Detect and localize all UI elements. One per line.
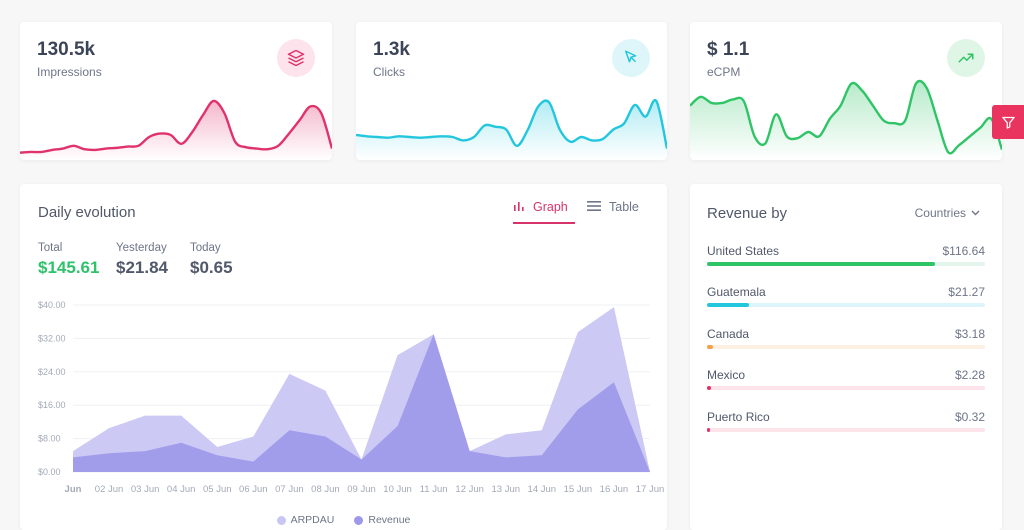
x-tick-label: 17 Jun bbox=[636, 484, 665, 495]
countries-dropdown[interactable]: Countries bbox=[915, 206, 980, 220]
progress-track bbox=[707, 428, 985, 432]
impressions-value: 130.5k bbox=[37, 39, 96, 60]
x-tick-label: 09 Jun bbox=[347, 484, 376, 495]
country-name: Mexico bbox=[707, 368, 746, 382]
ecpm-value: $ 1.1 bbox=[707, 39, 750, 60]
x-tick-label: 08 Jun bbox=[311, 484, 340, 495]
filter-button[interactable] bbox=[992, 105, 1024, 139]
series-area-revenue bbox=[73, 334, 650, 472]
revenue-by-title: Revenue by bbox=[707, 205, 788, 222]
progress-track bbox=[707, 262, 985, 266]
x-tick-label: 12 Jun bbox=[455, 484, 484, 495]
revenue-by-card: Revenue by Countries United States $116.… bbox=[690, 184, 1002, 530]
y-tick-label: $40.00 bbox=[38, 300, 66, 310]
tab-graph[interactable]: Graph bbox=[513, 200, 575, 224]
legend-dot-arpdau bbox=[276, 515, 286, 525]
country-amount: $0.32 bbox=[954, 410, 985, 424]
y-tick-label: $16.00 bbox=[38, 400, 66, 410]
impressions-sparkline bbox=[20, 99, 332, 160]
progress-fill bbox=[707, 345, 713, 349]
total-label: Total bbox=[38, 242, 63, 254]
sparkline-area bbox=[20, 100, 332, 160]
filter-icon bbox=[1001, 116, 1015, 129]
yesterday-value: $21.84 bbox=[116, 258, 168, 277]
ecpm-card: $ 1.1 eCPM bbox=[690, 22, 1002, 160]
x-tick-label: 03 Jun bbox=[131, 484, 160, 495]
clicks-sparkline bbox=[356, 98, 667, 160]
progress-fill bbox=[707, 303, 749, 307]
country-name: United States bbox=[707, 244, 780, 258]
country-amount: $3.18 bbox=[954, 327, 985, 341]
trend-up-icon bbox=[947, 39, 985, 77]
x-tick-label: 16 Jun bbox=[600, 484, 629, 495]
total-value: $145.61 bbox=[38, 258, 100, 277]
progress-fill bbox=[707, 262, 935, 266]
chart-legend: ARPDAU Revenue bbox=[20, 514, 667, 526]
progress-fill bbox=[707, 386, 712, 390]
legend-label-arpdau: ARPDAU bbox=[290, 514, 335, 526]
clicks-label: Clicks bbox=[373, 65, 405, 79]
country-amount: $21.27 bbox=[948, 285, 985, 299]
legend-item-arpdau[interactable]: ARPDAU bbox=[276, 514, 335, 526]
y-tick-label: $0.00 bbox=[38, 467, 61, 477]
legend-item-revenue[interactable]: Revenue bbox=[354, 514, 410, 526]
today-value: $0.65 bbox=[190, 258, 233, 277]
sparkline-line bbox=[356, 98, 667, 149]
x-tick-label: 15 Jun bbox=[564, 484, 593, 495]
progress-track bbox=[707, 345, 985, 349]
y-tick-label: $24.00 bbox=[38, 367, 66, 377]
chevron-down-icon bbox=[971, 210, 980, 216]
daily-evolution-chart: $0.00 $8.00 $16.00 $24.00 $32.00 $40.00 Jun 02 … bbox=[38, 300, 665, 495]
cursor-icon bbox=[612, 39, 650, 77]
x-tick-label: 05 Jun bbox=[203, 484, 232, 495]
daily-evolution-title: Daily evolution bbox=[38, 204, 136, 221]
daily-evolution-card: Daily evolution Graph Table Total $145.6… bbox=[20, 184, 667, 530]
today-label: Today bbox=[190, 242, 221, 254]
ecpm-label: eCPM bbox=[707, 65, 741, 79]
legend-label-revenue: Revenue bbox=[368, 514, 411, 526]
x-tick-label: 11 Jun bbox=[420, 484, 448, 495]
legend-dot-revenue bbox=[354, 515, 364, 525]
x-tick-label: 04 Jun bbox=[167, 484, 196, 495]
x-tick-label: 13 Jun bbox=[491, 484, 520, 495]
yesterday-label: Yesterday bbox=[116, 242, 167, 254]
tab-table-label: Table bbox=[609, 200, 639, 214]
clicks-card: 1.3k Clicks bbox=[356, 22, 667, 160]
x-tick-label: Jun bbox=[65, 484, 82, 495]
list-icon bbox=[587, 201, 601, 211]
layers-icon bbox=[277, 39, 315, 77]
sparkline-line bbox=[690, 79, 1002, 155]
y-tick-label: $8.00 bbox=[38, 434, 61, 444]
x-tick-label: 10 Jun bbox=[383, 484, 412, 495]
progress-track bbox=[707, 303, 985, 307]
tab-graph-label: Graph bbox=[533, 200, 568, 214]
y-tick-label: $32.00 bbox=[38, 333, 66, 343]
ecpm-sparkline bbox=[690, 79, 1002, 160]
country-name: Puerto Rico bbox=[707, 410, 770, 424]
bar-chart-icon bbox=[514, 202, 524, 211]
country-amount: $116.64 bbox=[942, 244, 986, 258]
country-name: Guatemala bbox=[707, 285, 766, 299]
countries-dropdown-label: Countries bbox=[914, 206, 966, 220]
progress-track bbox=[707, 386, 985, 390]
impressions-card: 130.5k Impressions bbox=[20, 22, 332, 160]
progress-fill bbox=[707, 428, 711, 432]
country-amount: $2.28 bbox=[954, 368, 985, 382]
x-tick-label: 07 Jun bbox=[275, 484, 304, 495]
impressions-label: Impressions bbox=[37, 65, 102, 79]
clicks-value: 1.3k bbox=[373, 39, 410, 60]
x-tick-label: 02 Jun bbox=[95, 484, 124, 495]
sparkline-line bbox=[20, 99, 332, 154]
x-tick-label: 14 Jun bbox=[528, 484, 557, 495]
country-name: Canada bbox=[707, 327, 750, 341]
tab-table[interactable]: Table bbox=[587, 200, 647, 224]
sparkline-area bbox=[356, 100, 667, 160]
x-tick-label: 06 Jun bbox=[239, 484, 268, 495]
